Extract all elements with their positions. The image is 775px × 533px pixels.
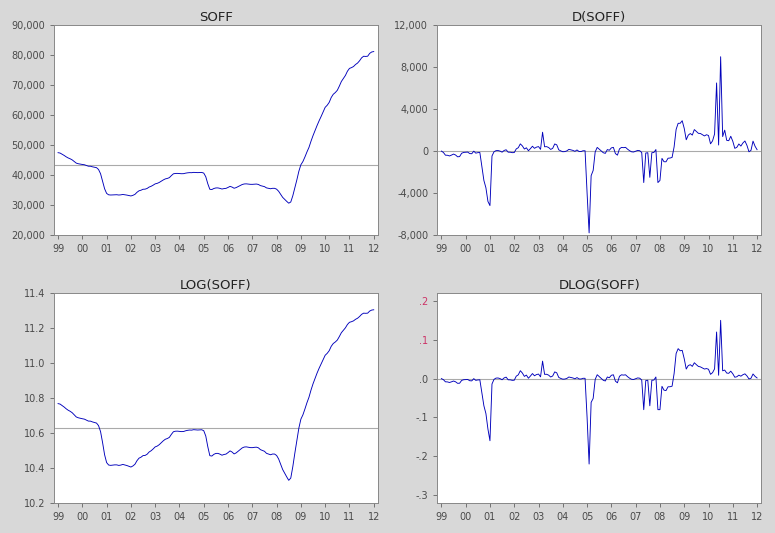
Title: SOFF: SOFF <box>199 11 232 24</box>
Title: DLOG(SOFF): DLOG(SOFF) <box>558 279 640 292</box>
Title: D(SOFF): D(SOFF) <box>572 11 626 24</box>
Title: LOG(SOFF): LOG(SOFF) <box>180 279 252 292</box>
